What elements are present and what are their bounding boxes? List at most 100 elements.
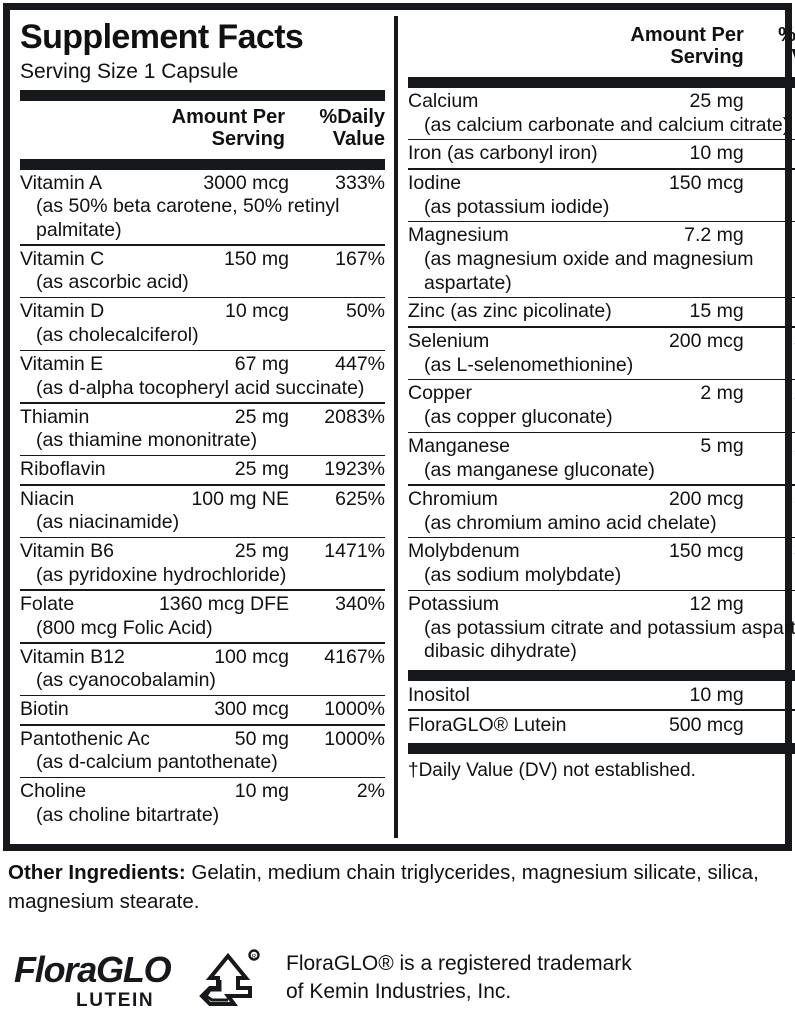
nutrient-amount: 5 mg bbox=[700, 435, 744, 458]
nutrient-name: Magnesium bbox=[408, 224, 509, 247]
row-separator bbox=[408, 589, 795, 592]
nutrient-source-text: (as 50% beta carotene, 50% retinyl palmi… bbox=[36, 195, 340, 241]
nutrient-row: Vitamin E 67 mg 447% (as d-alpha tocopheryl… bbox=[20, 351, 385, 402]
nutrient-name: Copper bbox=[408, 382, 472, 405]
nutrient-name: Molybdenum bbox=[408, 540, 520, 563]
nutrient-name: Inositol bbox=[408, 683, 470, 706]
nutrient-main-line: Vitamin B6 25 mg 1471% bbox=[20, 540, 385, 564]
nutrient-main-line: Chromium 200 mcg571% bbox=[408, 488, 795, 512]
nutrient-name: Zinc (as zinc picolinate) bbox=[408, 300, 612, 323]
nutrient-name: Choline bbox=[20, 780, 87, 803]
nutrient-source-text: (as d-calcium pantothenate) bbox=[36, 751, 278, 774]
other-ingredients-text: Gelatin, medium chain triglycerides, mag… bbox=[8, 861, 759, 914]
rule-thick bbox=[408, 76, 795, 88]
nutrient-row: Vitamin D 10 mcg 50% (as cholecalciferol) bbox=[20, 298, 385, 349]
nutrient-main-line: Pantothenic Acid 50 mg 1000% bbox=[20, 728, 385, 752]
nutrition-column-right: Amount Per Serving %Daily Value Calcium 2… bbox=[398, 10, 795, 844]
nutrient-daily-value: 1000% bbox=[324, 698, 385, 721]
nutrient-daily-value: 100% bbox=[748, 172, 795, 196]
nutrient-daily-value: 2083% bbox=[324, 405, 385, 428]
nutrient-source-text: (as chromium amino acid chelate) bbox=[424, 511, 717, 534]
nutrient-daily-value: 2% bbox=[748, 90, 795, 114]
header-amount-line2: Serving bbox=[670, 46, 744, 69]
nutrient-name: Folate bbox=[20, 592, 75, 615]
nutrient-amount: 150 mcg bbox=[668, 540, 744, 563]
nutrient-row: Inositol 10 mg† bbox=[408, 681, 795, 710]
nutrient-daily-value: 2% bbox=[748, 224, 795, 248]
nutrient-source-text: (as potassium iodide) bbox=[424, 195, 610, 218]
nutrient-source-text: (as potassium citrate and potassium aspa… bbox=[424, 616, 795, 663]
nutrient-main-line: Iron (as carbonyl iron) 10 mg56% bbox=[408, 142, 795, 166]
nutrient-amount: 12 mg bbox=[689, 593, 744, 616]
row-separator bbox=[408, 220, 795, 223]
nutrient-main-line: Vitamin E 67 mg 447% bbox=[20, 353, 385, 377]
header-dv-line1: %Daily bbox=[778, 24, 795, 46]
nutrient-row: Potassium 12 mg<1%(as potassium citrate a… bbox=[408, 591, 795, 666]
nutrient-source-text: (as copper gluconate) bbox=[424, 406, 613, 429]
nutrient-main-line: FloraGLO® Lutein 500 mcg† bbox=[408, 713, 795, 738]
row-separator bbox=[20, 776, 385, 779]
nutrient-main-line: Potassium 12 mg<1% bbox=[408, 593, 795, 617]
nutrient-daily-value: 1000% bbox=[324, 727, 385, 750]
nutrient-daily-value: 2% bbox=[356, 780, 385, 803]
row-separator bbox=[408, 138, 795, 141]
nutrient-main-line: Magnesium 7.2 mg2% bbox=[408, 224, 795, 248]
nutrient-source-text: (as choline bitartrate) bbox=[36, 804, 220, 827]
row-separator bbox=[408, 378, 795, 381]
nutrient-daily-value: 571% bbox=[748, 488, 795, 512]
row-separator bbox=[408, 431, 795, 434]
nutrient-row: Niacin 100 mg NE 625% (as niacinamide) bbox=[20, 486, 385, 537]
nutrient-source-text: (as d-alpha tocopheryl acid succinate) bbox=[36, 376, 365, 399]
nutrient-source-text: (as magnesium oxide and magnesium aspart… bbox=[424, 248, 754, 294]
nutrient-daily-value: 167% bbox=[335, 247, 385, 270]
nutrient-daily-value: 333% bbox=[335, 171, 385, 194]
nutrient-name: Manganese bbox=[408, 435, 510, 458]
row-separator bbox=[20, 724, 385, 726]
nutrient-main-line: Niacin 100 mg NE 625% bbox=[20, 488, 385, 512]
nutrient-amount: 67 mg bbox=[234, 353, 289, 376]
nutrient-main-line: Thiamin 25 mg 2083% bbox=[20, 406, 385, 430]
nutrient-row: Copper 2 mg222% (as copper gluconate) bbox=[408, 380, 795, 431]
nutrient-row: Folate 1360 mcg DFE 340% (800 mcg Folic Aci… bbox=[20, 591, 385, 642]
row-separator bbox=[408, 709, 795, 711]
nutrient-daily-value: 50% bbox=[345, 300, 385, 323]
nutrient-row: Vitamin A 3000 mcg 333% (as 50% beta carote… bbox=[20, 170, 385, 245]
nutrient-source-text: (as manganese gluconate) bbox=[424, 458, 655, 481]
daily-value-footnote: †Daily Value (DV) not established. bbox=[408, 759, 696, 781]
nutrient-source-text: (as ascorbic acid) bbox=[36, 271, 189, 294]
nutrient-daily-value: 1923% bbox=[324, 458, 385, 481]
row-separator bbox=[20, 349, 385, 352]
svg-text:R: R bbox=[252, 955, 257, 961]
nutrient-daily-value: † bbox=[748, 713, 795, 737]
nutrient-row: FloraGLO® Lutein 500 mcg† bbox=[408, 711, 795, 740]
nutrient-amount: 3000 mcg bbox=[203, 171, 289, 194]
nutrient-amount: 25 mg bbox=[234, 405, 289, 428]
nutrient-daily-value: † bbox=[748, 683, 795, 707]
nutrient-list-no-dv: Inositol 10 mg† FloraGLO® Lutein 500 mcg† bbox=[408, 681, 795, 740]
nutrient-source-text: (as calcium carbonate and calcium citrat… bbox=[424, 113, 790, 136]
nutrient-row: Selenium 200 mcg364% (as L-selenomethionin… bbox=[408, 328, 795, 379]
header-amount-per-serving: Amount Per Serving bbox=[117, 106, 289, 151]
nutrient-amount: 200 mcg bbox=[668, 329, 744, 352]
nutrient-name: Potassium bbox=[408, 593, 500, 616]
nutrient-row: Manganese 5 mg217% (as manganese gluconate… bbox=[408, 433, 795, 484]
row-separator bbox=[20, 642, 385, 644]
nutrient-row: Zinc (as zinc picolinate) 15 mg136% bbox=[408, 298, 795, 326]
nutrient-source-text: (as cholecalciferol) bbox=[36, 324, 199, 347]
trademark-notice: FloraGLO® is a registered trademark of K… bbox=[264, 938, 784, 1007]
nutrient-amount: 25 mg bbox=[234, 458, 289, 481]
nutrient-main-line: Vitamin D 10 mcg 50% bbox=[20, 300, 385, 324]
header-dv-line1: %Daily bbox=[319, 105, 385, 128]
nutrient-name: Selenium bbox=[408, 329, 490, 352]
nutrient-main-line: Manganese 5 mg217% bbox=[408, 435, 795, 459]
nutrient-name: FloraGLO® Lutein bbox=[408, 713, 567, 736]
rule-thick bbox=[408, 669, 795, 681]
nutrient-main-line: Biotin 300 mcg 1000% bbox=[20, 698, 385, 722]
nutrient-main-line: Riboflavin 25 mg 1923% bbox=[20, 458, 385, 482]
floraglo-logo-icon: FloraGLO LUTEIN R bbox=[14, 949, 260, 1011]
